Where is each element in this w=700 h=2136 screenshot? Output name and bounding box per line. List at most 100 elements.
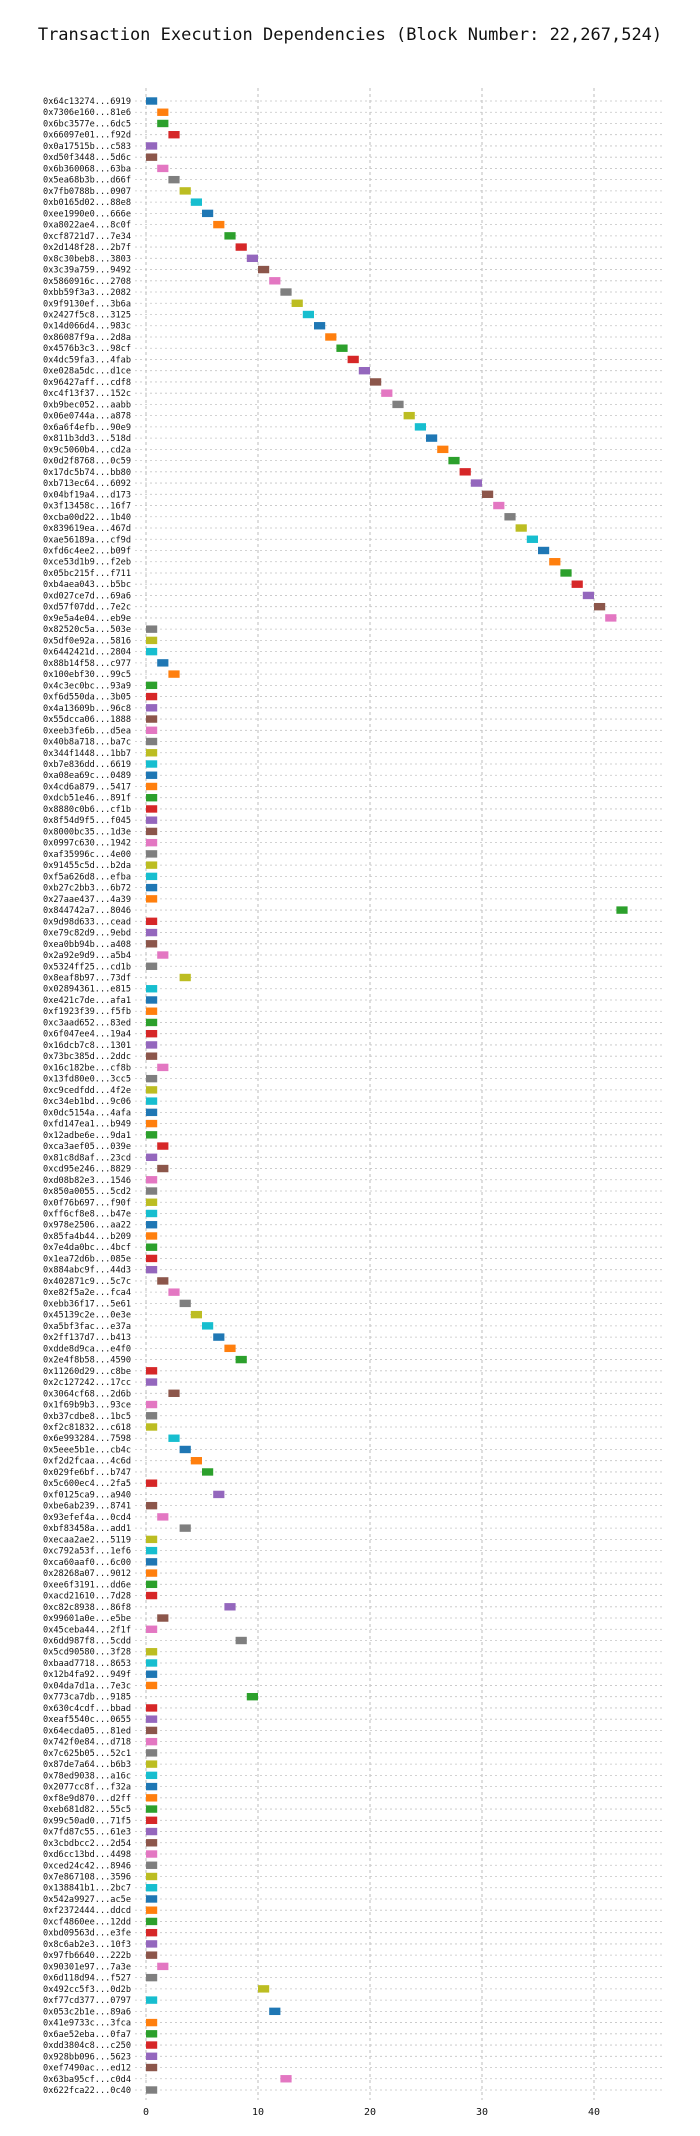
y-tick-label: 0x4c3ec0bc...93a9 xyxy=(43,681,131,691)
y-tick-label: 0x40b8a718...ba7c xyxy=(43,738,131,748)
y-tick-label: 0x402871c9...5c7c xyxy=(43,1277,131,1287)
transaction-bar xyxy=(213,220,225,229)
transaction-bar xyxy=(146,1884,158,1892)
transaction-bar xyxy=(146,726,158,734)
y-tick-label: 0xc792a53f...1ef6 xyxy=(43,1547,131,1557)
y-tick-label: 0xfd147ea1...b949 xyxy=(43,1120,131,1130)
transaction-bar xyxy=(146,850,158,858)
x-tick-label: 20 xyxy=(364,2107,376,2118)
transaction-bar xyxy=(146,1917,158,1926)
x-tick-label: 30 xyxy=(476,2107,488,2118)
transaction-bar xyxy=(146,1850,158,1858)
transaction-bar xyxy=(526,535,538,543)
transaction-bar xyxy=(146,771,158,779)
transaction-bar xyxy=(392,400,404,409)
y-tick-label: 0x5df0e92a...5816 xyxy=(43,636,131,646)
y-tick-label: 0x839619ea...467d xyxy=(43,524,131,534)
y-tick-label: 0xfd6c4ee2...b09f xyxy=(43,546,131,556)
transaction-bar xyxy=(146,872,158,881)
y-tick-label: 0xbf83458a...add1 xyxy=(43,1524,131,1534)
transaction-bar xyxy=(146,1412,158,1420)
y-tick-label: 0x4a13609b...96c8 xyxy=(43,704,131,714)
y-tick-label: 0x1f69b9b3...93ce xyxy=(43,1401,131,1411)
y-tick-label: 0x7c625b05...52c1 xyxy=(43,1749,131,1759)
y-tick-label: 0xf6d550da...3b05 xyxy=(43,693,131,703)
y-tick-label: 0xc4f13f37...152c xyxy=(43,389,131,399)
y-tick-label: 0xc34eb1bd...9c06 xyxy=(43,1097,131,1107)
transaction-bar xyxy=(538,546,550,555)
y-tick-label: 0xbd09563d...e3fe xyxy=(43,1929,131,1939)
transaction-bar xyxy=(179,1524,191,1532)
transaction-bar xyxy=(146,1928,158,1937)
transaction-bar xyxy=(448,456,460,465)
y-tick-label: 0xca60aaf0...6c00 xyxy=(43,1558,131,1568)
x-tick-label: 40 xyxy=(588,2107,600,2118)
y-tick-label: 0x02894361...e815 xyxy=(43,985,131,995)
transaction-bar xyxy=(157,1164,169,1173)
transaction-bar xyxy=(146,794,158,802)
transaction-bar xyxy=(314,322,326,330)
transaction-bar xyxy=(146,1153,158,1162)
transaction-bar xyxy=(146,1760,158,1768)
transaction-bar xyxy=(146,1794,158,1802)
y-tick-label: 0x9e5a4e04...eb9e xyxy=(43,614,131,624)
transaction-bar xyxy=(560,569,572,577)
transaction-bar xyxy=(146,1131,158,1139)
y-tick-label: 0x4576b3c3...98cf xyxy=(43,344,131,354)
y-tick-label: 0x3cbdbcc2...2d54 xyxy=(43,1839,131,1849)
transaction-bar xyxy=(157,119,169,128)
y-tick-label: 0x5c600ec4...2fa5 xyxy=(43,1479,131,1489)
y-tick-label: 0x16dcb7c8...1301 xyxy=(43,1041,131,1051)
transaction-bar xyxy=(370,378,382,386)
y-tick-label: 0x28268a07...9012 xyxy=(43,1569,131,1579)
y-tick-label: 0xe79c82d9...9ebd xyxy=(43,929,131,939)
transaction-bar xyxy=(146,2052,158,2060)
transaction-bar xyxy=(224,1603,236,1611)
transaction-bar xyxy=(168,670,180,678)
y-tick-label: 0xa08ea69c...0489 xyxy=(43,771,131,781)
y-tick-label: 0x100ebf30...99c5 xyxy=(43,670,131,680)
y-tick-label: 0x5324ff25...cd1b xyxy=(43,962,131,972)
y-tick-label: 0x91455c5d...b2da xyxy=(43,861,131,871)
y-tick-label: 0xdcb51e46...891f xyxy=(43,794,131,804)
y-tick-label: 0x2c127242...17cc xyxy=(43,1378,131,1388)
y-tick-label: 0xbb59f3a3...2082 xyxy=(43,288,131,298)
y-tick-label: 0x811b3dd3...518d xyxy=(43,434,131,444)
y-tick-label: 0xebb36f17...5e61 xyxy=(43,1299,131,1309)
y-tick-label: 0x90301e97...7a3e xyxy=(43,1962,131,1972)
transaction-bar xyxy=(146,1232,158,1240)
transaction-bar xyxy=(146,97,158,105)
transaction-bar xyxy=(146,1648,158,1656)
y-tick-label: 0xb0165d02...88e8 xyxy=(43,198,131,208)
y-tick-label: 0x96427aff...cdf8 xyxy=(43,378,131,388)
transaction-bar xyxy=(146,816,158,824)
y-tick-label: 0xf2c81832...c618 xyxy=(43,1423,131,1433)
y-tick-label: 0x053c2b1e...89a6 xyxy=(43,2007,131,2017)
transaction-bar xyxy=(146,861,158,869)
y-tick-label: 0x2ff137d7...b413 xyxy=(43,1333,131,1343)
y-tick-label: 0x978e2506...aa22 xyxy=(43,1221,131,1231)
y-tick-label: 0x2077cc8f...f32a xyxy=(43,1783,131,1793)
transaction-bar xyxy=(146,1378,158,1386)
transaction-bar xyxy=(146,1839,158,1847)
transaction-bar xyxy=(358,366,370,375)
y-tick-label: 0xb7e836dd...6619 xyxy=(43,760,131,770)
y-tick-label: 0x85fa4b44...b209 xyxy=(43,1232,131,1242)
transaction-bar xyxy=(515,524,527,532)
y-tick-label: 0x99c50ad0...71f5 xyxy=(43,1816,131,1826)
transaction-bar xyxy=(190,1310,202,1319)
y-tick-label: 0xc3aad652...83ed xyxy=(43,1018,131,1028)
transaction-bar xyxy=(146,1591,158,1600)
transaction-bar xyxy=(146,895,158,903)
transaction-bar xyxy=(146,1580,158,1589)
y-tick-label: 0xf77cd377...0797 xyxy=(43,1996,131,2006)
transaction-bar xyxy=(157,108,169,116)
transaction-bar xyxy=(146,917,158,926)
y-tick-label: 0x7e867108...3596 xyxy=(43,1872,131,1882)
y-tick-label: 0x87de7a64...b6b3 xyxy=(43,1760,131,1770)
transaction-bar xyxy=(470,479,482,487)
y-tick-label: 0x64c13274...6919 xyxy=(43,97,131,107)
transaction-bar xyxy=(202,1322,214,1330)
y-tick-label: 0xacd21610...7d28 xyxy=(43,1592,131,1602)
y-tick-label: 0xb37cdbe8...1bc5 xyxy=(43,1412,131,1422)
